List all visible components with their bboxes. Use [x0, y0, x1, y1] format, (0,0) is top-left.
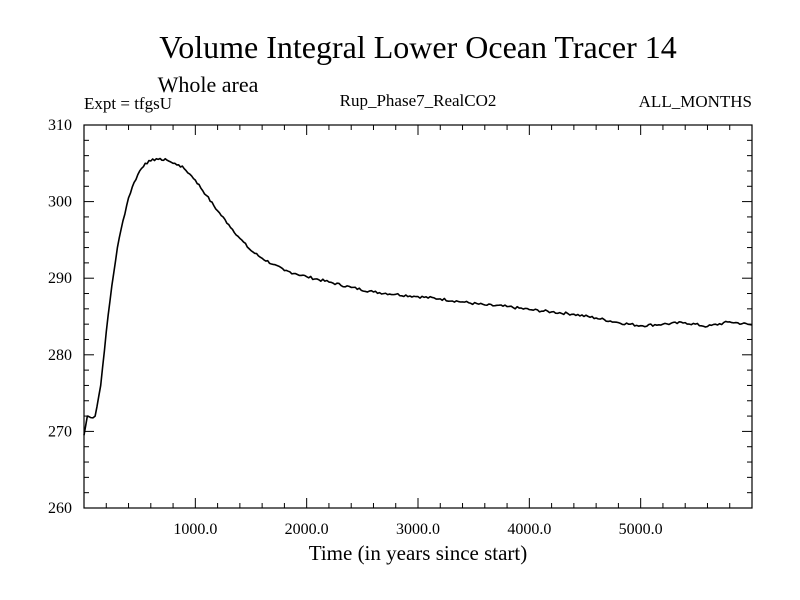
run-label: Rup_Phase7_RealCO2 [340, 91, 497, 110]
plot-frame [83, 124, 753, 509]
x-tick-label: 4000.0 [507, 521, 551, 538]
experiment-label: Expt = tfgsU [84, 94, 172, 113]
x-axis-label: Time (in years since start) [309, 541, 528, 565]
y-tick-label: 270 [48, 423, 72, 440]
y-tick-label: 260 [48, 500, 72, 517]
chart-title: Volume Integral Lower Ocean Tracer 14 [159, 29, 676, 65]
months-label: ALL_MONTHS [639, 92, 752, 111]
y-tick-label: 310 [48, 117, 72, 134]
x-tick-label: 2000.0 [285, 521, 329, 538]
x-tick-label: 1000.0 [173, 521, 217, 538]
series-line [83, 157, 753, 436]
x-tick-label: 5000.0 [619, 521, 663, 538]
x-tick-label: 3000.0 [396, 521, 440, 538]
y-tick-label: 280 [48, 347, 72, 364]
chart-subtitle: Whole area [158, 72, 259, 97]
series-layer [83, 157, 753, 436]
y-tick-label: 300 [48, 194, 72, 211]
axis-layer: 1000.0 2000.0 3000.0 4000.0 5000.0 260 270 280 2… [48, 117, 752, 538]
y-tick-label: 290 [48, 270, 72, 287]
